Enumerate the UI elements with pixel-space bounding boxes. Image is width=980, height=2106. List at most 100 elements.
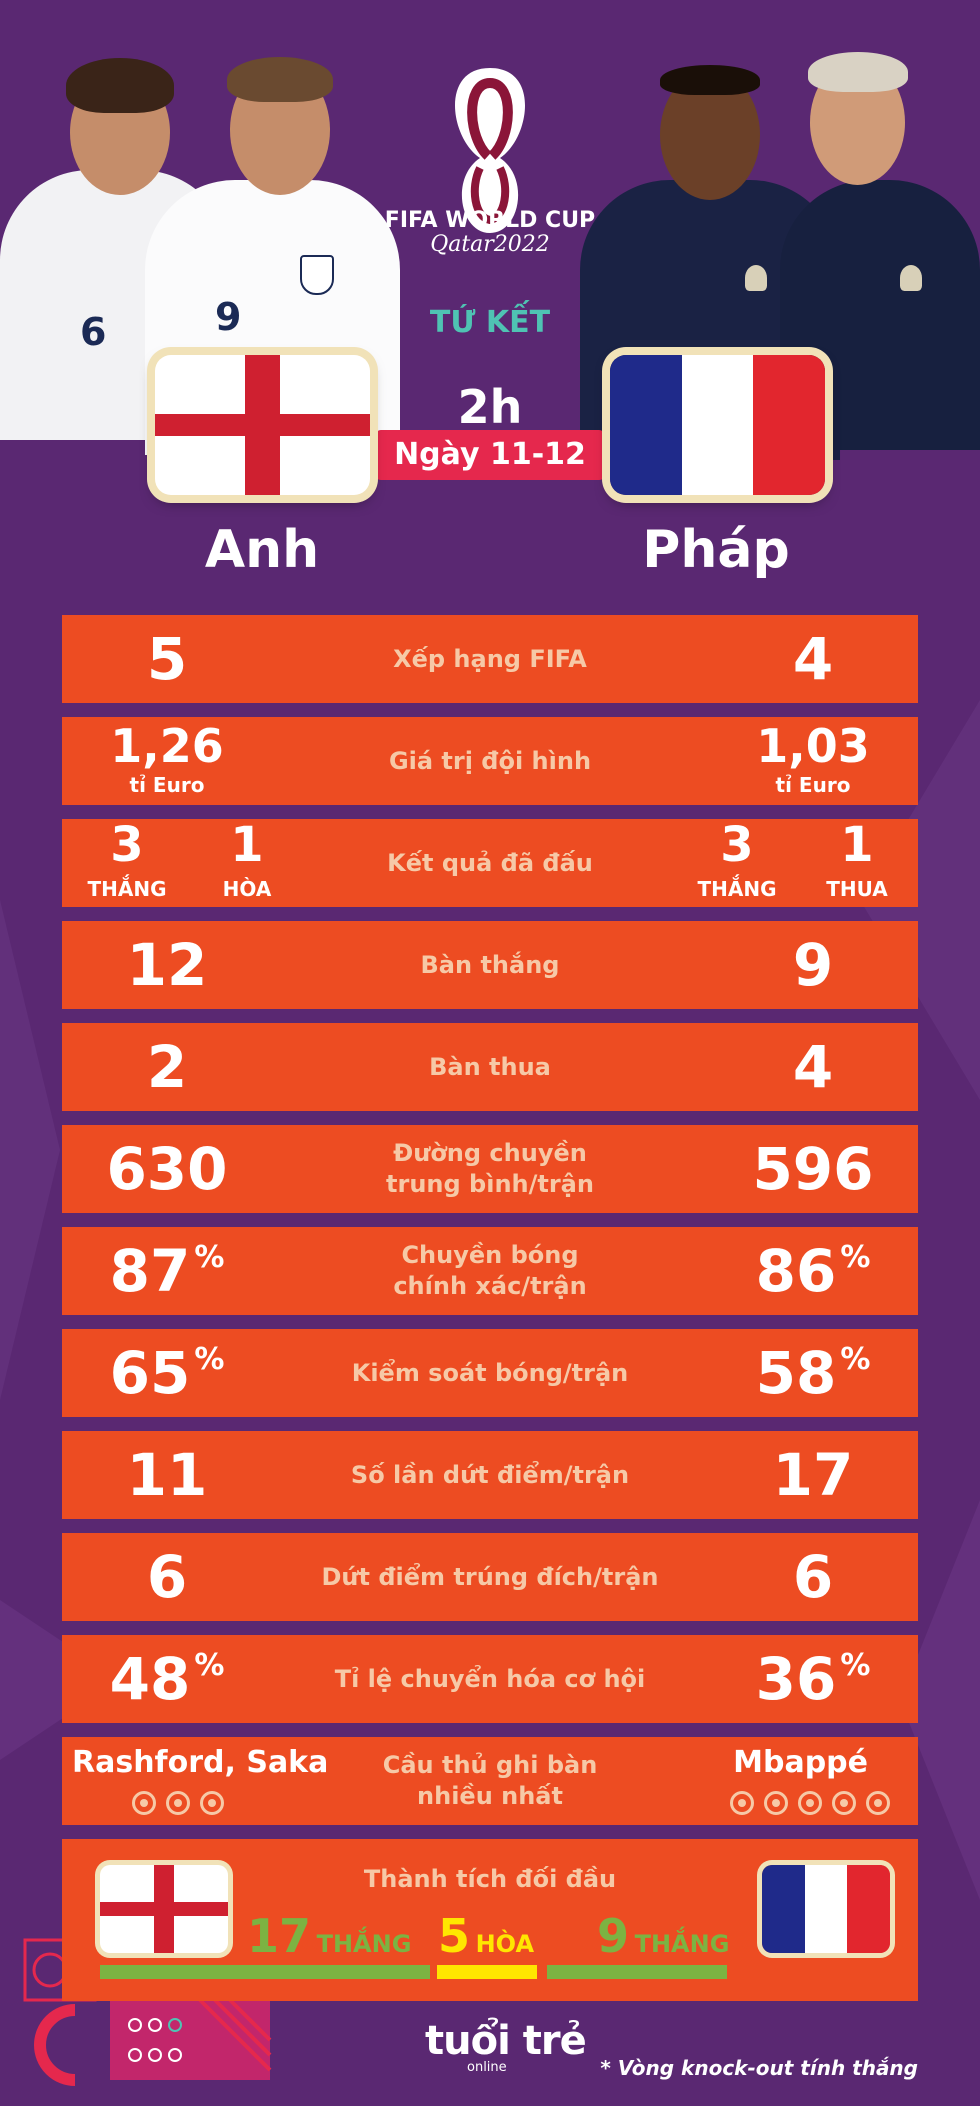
away-value: 4 <box>792 1033 834 1101</box>
stat-row-conversion: 48% Tỉ lệ chuyển hóa cơ hội 36% <box>62 1635 918 1723</box>
h2h-home-wins-label: THẮNG <box>316 1930 412 1958</box>
stat-label: Kiểm soát bóng/trận <box>351 1358 629 1387</box>
home-value: 65% <box>62 1329 272 1417</box>
away-number: 86 <box>755 1237 837 1305</box>
stat-label-line2: nhiều nhất <box>417 1782 563 1810</box>
h2h-draws-label: HÒA <box>475 1930 535 1958</box>
home-value: 12 <box>126 931 208 999</box>
h2h-away-wins-number: 9 <box>597 1909 630 1963</box>
stat-label: Kết quả đã đấu <box>387 848 593 877</box>
football-icon <box>730 1791 754 1815</box>
away-team-name: Pháp <box>642 520 790 580</box>
head-to-head-panel: Thành tích đối đầu 17 THẮNG 5 HÒA 9 THẮN… <box>62 1839 918 2001</box>
home-goal-balls <box>132 1791 224 1815</box>
h2h-home-bar <box>100 1965 430 1979</box>
stat-label: Đường chuyền trung bình/trận <box>262 1125 718 1213</box>
away-value: 36% <box>708 1635 918 1723</box>
stat-row-squad-value: 1,26 tỉ Euro Giá trị đội hình 1,03 tỉ Eu… <box>62 717 918 805</box>
stat-label: Số lần dứt điểm/trận <box>350 1460 630 1489</box>
home-value: 2 <box>146 1033 188 1101</box>
stat-label: Tỉ lệ chuyển hóa cơ hội <box>334 1664 646 1693</box>
stat-label: Xếp hạng FIFA <box>393 644 587 673</box>
stat-label: Chuyền bóng chính xác/trận <box>262 1227 718 1315</box>
home-top-scorer: Rashford, Saka <box>72 1745 329 1780</box>
away-value: 17 <box>772 1441 854 1509</box>
h2h-draw-bar <box>437 1965 537 1979</box>
home-draws-label: HÒA <box>222 877 272 901</box>
away-number: 58 <box>755 1339 837 1407</box>
home-wins-label: THẮNG <box>87 877 167 901</box>
home-value: 1,26 <box>110 719 224 773</box>
home-value: 5 <box>146 625 188 693</box>
home-number: 48 <box>109 1645 191 1713</box>
tuoi-tre-logo: tuổi trẻ <box>425 2018 587 2064</box>
away-value: 58% <box>708 1329 918 1417</box>
rooster-icon <box>900 265 922 291</box>
stat-row-shots: 11 Số lần dứt điểm/trận 17 <box>62 1431 918 1519</box>
stat-row-shots-on-target: 6 Dứt điểm trúng đích/trận 6 <box>62 1533 918 1621</box>
away-losses: 1 <box>840 817 874 873</box>
home-number: 65 <box>109 1339 191 1407</box>
percent-sign: % <box>840 1341 871 1377</box>
world-cup-trophy-icon <box>455 68 525 233</box>
shirt-number: 6 <box>80 310 107 354</box>
football-icon <box>200 1791 224 1815</box>
stat-label-line1: Cầu thủ ghi bàn <box>382 1751 598 1779</box>
match-date: Ngày 11-12 <box>375 430 605 480</box>
england-flag-icon <box>155 355 370 495</box>
football-icon <box>166 1791 190 1815</box>
home-wins: 3 <box>110 817 144 873</box>
tuoi-tre-logo-sub: online <box>467 2060 507 2075</box>
england-crest-icon <box>300 255 334 295</box>
away-value: 6 <box>792 1543 834 1611</box>
h2h-draws-number: 5 <box>438 1909 471 1963</box>
stat-row-fifa-ranking: 5 Xếp hạng FIFA 4 <box>62 615 918 703</box>
football-icon <box>866 1791 890 1815</box>
stat-label-line1: Chuyền bóng <box>401 1241 579 1269</box>
round-label: TỨ KẾT <box>429 305 551 340</box>
h2h-away-bar <box>547 1965 727 1979</box>
england-flag-icon <box>100 1865 228 1953</box>
h2h-away-wins: 9 THẮNG <box>597 1909 729 1963</box>
shirt-number: 9 <box>215 295 242 339</box>
away-value: 4 <box>792 625 834 693</box>
rooster-icon <box>745 265 767 291</box>
away-wins-label: THẮNG <box>697 877 777 901</box>
france-player-griezmann <box>760 50 980 450</box>
hero-banner: 6 9 FIFA WORLD CUP Qatar2022 TỨ KẾT 2h N… <box>0 0 980 600</box>
stat-label-line2: trung bình/trận <box>386 1170 594 1198</box>
h2h-home-wins-number: 17 <box>247 1909 312 1963</box>
stat-label-line1: Đường chuyền <box>393 1139 587 1167</box>
home-team-name: Anh <box>204 520 320 580</box>
stat-row-top-scorer: Rashford, Saka Cầu thủ ghi bàn nhiều nhất… <box>62 1737 918 1825</box>
france-flag-icon <box>762 1865 890 1953</box>
football-icon <box>798 1791 822 1815</box>
away-goal-balls <box>730 1791 890 1815</box>
home-value: 87% <box>62 1227 272 1315</box>
kickoff-time: 2h <box>457 380 523 434</box>
away-value: 9 <box>792 931 834 999</box>
percent-sign: % <box>194 1239 225 1275</box>
stat-label: Bàn thắng <box>420 950 560 979</box>
h2h-title: Thành tích đối đầu <box>363 1865 617 1893</box>
stat-row-goals-against: 2 Bàn thua 4 <box>62 1023 918 1111</box>
stat-row-pass-accuracy: 87% Chuyền bóng chính xác/trận 86% <box>62 1227 918 1315</box>
away-number: 36 <box>755 1645 837 1713</box>
home-number: 87 <box>109 1237 191 1305</box>
footer-note: * Vòng knock-out tính thắng <box>600 2056 918 2080</box>
home-value: 6 <box>146 1543 188 1611</box>
wc-title: FIFA WORLD CUP <box>384 208 596 233</box>
stat-row-goals-for: 12 Bàn thắng 9 <box>62 921 918 1009</box>
football-icon <box>764 1791 788 1815</box>
away-value: 596 <box>752 1135 874 1203</box>
stat-label-line2: chính xác/trận <box>393 1272 587 1300</box>
stat-label: Giá trị đội hình <box>388 746 592 775</box>
percent-sign: % <box>840 1239 871 1275</box>
stat-row-possession: 65% Kiểm soát bóng/trận 58% <box>62 1329 918 1417</box>
h2h-home-wins: 17 THẮNG <box>247 1909 411 1963</box>
away-losses-label: THUA <box>826 877 888 901</box>
away-value: 1,03 <box>756 719 870 773</box>
stat-label: Bàn thua <box>429 1052 551 1081</box>
home-draws: 1 <box>230 817 264 873</box>
